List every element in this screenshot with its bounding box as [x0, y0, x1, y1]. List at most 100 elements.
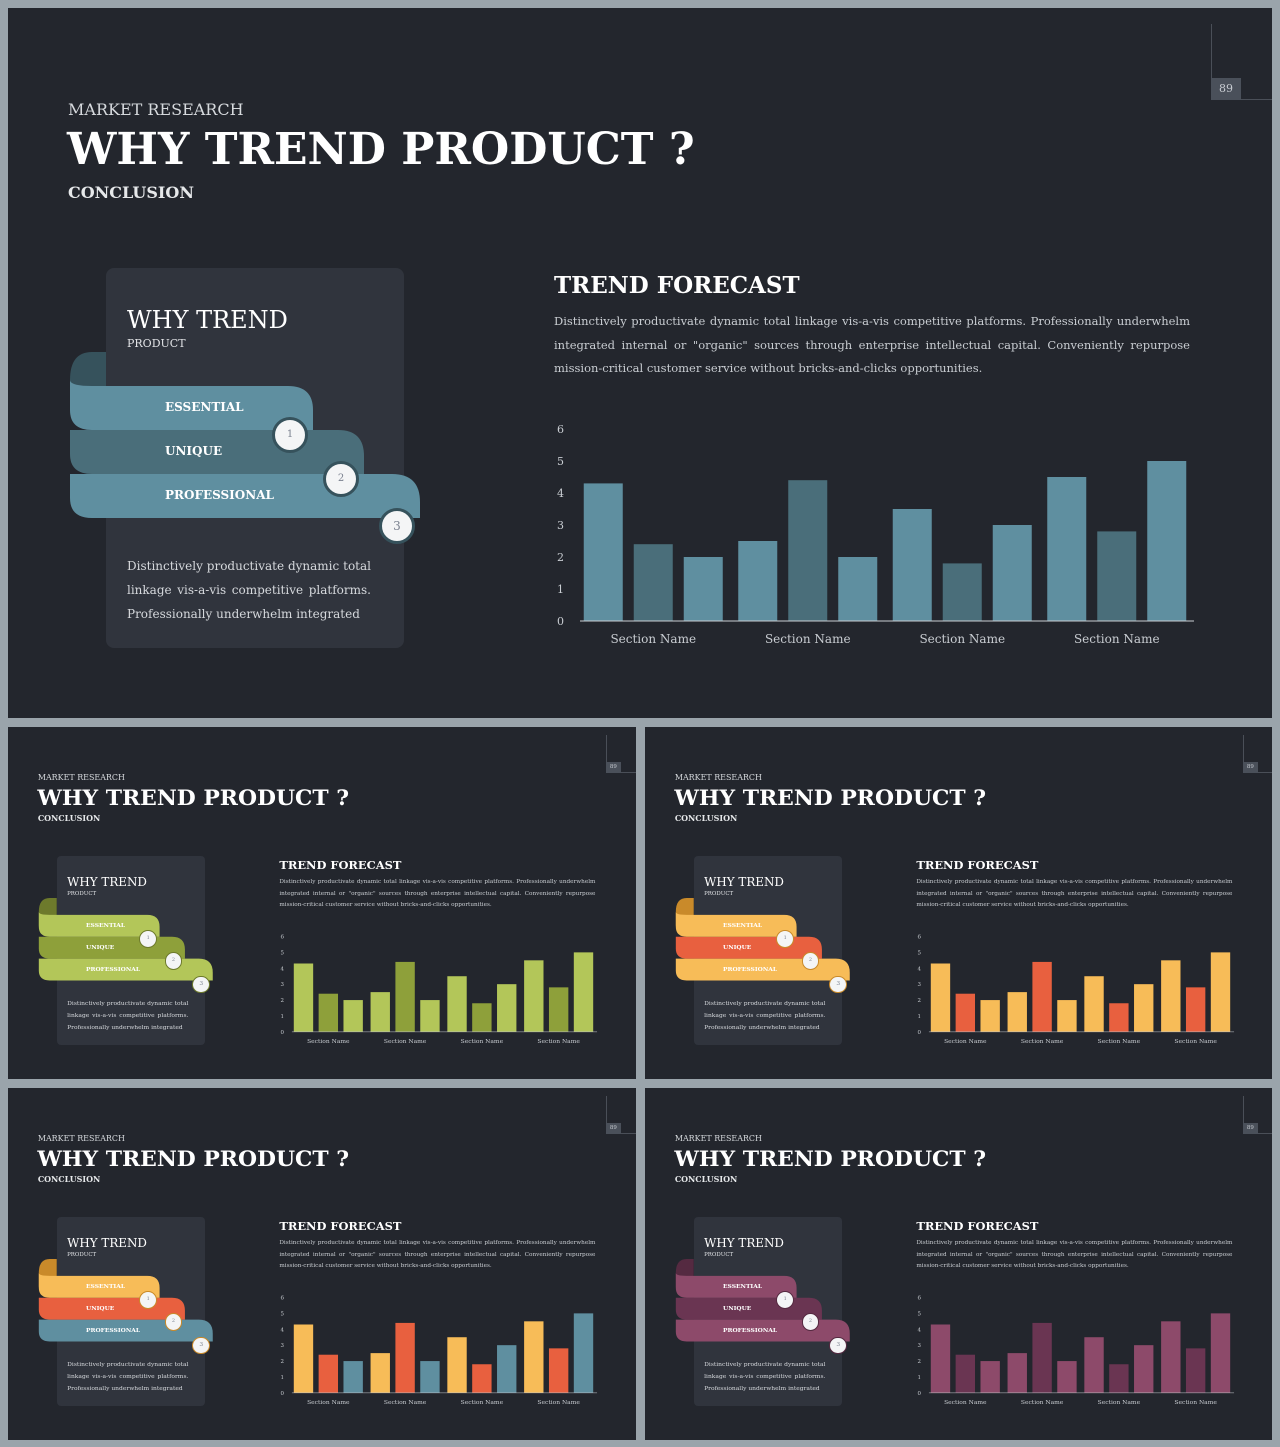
ribbon-essential: [38, 911, 160, 937]
ribbon-label-unique: UNIQUE: [165, 444, 223, 458]
corner-line-vertical: [605, 734, 607, 773]
ribbon-label-professional: PROFESSIONAL: [165, 488, 274, 502]
y-tick-label: 6: [557, 423, 564, 436]
ribbon-steps-graphic: [70, 352, 420, 518]
y-tick-label: 2: [281, 998, 284, 1004]
x-category-label: Section Name: [1021, 1038, 1064, 1045]
page-title: WHY TREND PRODUCT ?: [37, 784, 350, 811]
y-tick-label: 2: [918, 998, 921, 1004]
step-badge-1: 1: [139, 930, 158, 949]
x-category-label: Section Name: [1021, 1399, 1064, 1406]
bar: [1032, 1322, 1053, 1393]
corner-line-horizontal: [605, 772, 636, 774]
y-tick-label: 4: [281, 966, 285, 972]
bar-chart: 0 1 2 3 4 5 6 Section Name Section Name Section N…: [918, 1295, 1235, 1406]
ribbon-essential: [675, 1272, 797, 1298]
y-tick-label: 5: [281, 1311, 285, 1317]
bar: [343, 1360, 364, 1393]
bar-chart: 0 1 2 3 4 5 6 Section Name Section Name Section N…: [281, 934, 598, 1045]
card-title: WHY TREND: [67, 875, 147, 890]
x-category-label: Section Name: [610, 632, 696, 646]
y-tick-label: 4: [918, 966, 922, 972]
bar: [524, 960, 544, 1032]
ribbon-essential: [675, 911, 797, 937]
bar: [1186, 987, 1206, 1032]
bar-chart: 0 1 2 3 4 5 6 Section Name Section Name Section N…: [557, 423, 1194, 646]
ribbon-label-unique: UNIQUE: [86, 943, 115, 951]
card-title: WHY TREND: [704, 1236, 784, 1251]
bar: [1007, 991, 1028, 1032]
page-number: 89: [1242, 761, 1258, 773]
kicker-text: MARKET RESEARCH: [674, 772, 762, 782]
bar: [1134, 983, 1154, 1032]
x-category-label: Section Name: [944, 1038, 987, 1045]
x-category-label: Section Name: [384, 1038, 427, 1045]
x-category-label: Section Name: [1098, 1038, 1141, 1045]
y-tick-label: 0: [281, 1030, 285, 1036]
slide-main[interactable]: 89 MARKET RESEARCH WHY TREND PRODUCT ? C…: [8, 8, 1272, 718]
bar: [1109, 1364, 1129, 1393]
y-tick-label: 0: [918, 1030, 922, 1036]
page-subtitle: CONCLUSION: [37, 1174, 101, 1184]
page-subtitle: CONCLUSION: [674, 1174, 738, 1184]
slide-plum[interactable]: 89 MARKET RESEARCH WHY TREND PRODUCT ? C…: [645, 1088, 1272, 1440]
bar: [549, 1348, 569, 1393]
ribbon-label-essential: ESSENTIAL: [86, 921, 126, 929]
slide-mixed[interactable]: 89 MARKET RESEARCH WHY TREND PRODUCT ? C…: [8, 1088, 636, 1440]
step-badge-3: 3: [379, 508, 415, 544]
bar: [395, 1322, 416, 1393]
bar: [294, 963, 314, 1032]
ribbon-label-essential: ESSENTIAL: [723, 921, 763, 929]
step-badge-2: 2: [801, 1313, 820, 1332]
step-badge-2: 2: [164, 1313, 183, 1332]
step-badge-3: 3: [829, 975, 848, 994]
page-title: WHY TREND PRODUCT ?: [674, 1145, 987, 1172]
bar: [472, 1364, 492, 1393]
forecast-text: Distinctively productivate dynamic total…: [916, 1240, 1233, 1270]
x-category-label: Section Name: [1175, 1038, 1218, 1045]
page-subtitle: CONCLUSION: [674, 813, 738, 823]
x-category-label: Section Name: [944, 1399, 987, 1406]
corner-line-vertical: [1211, 24, 1212, 99]
bar: [1084, 1336, 1105, 1393]
y-tick-label: 0: [557, 615, 564, 628]
slide-green[interactable]: 89 MARKET RESEARCH WHY TREND PRODUCT ? C…: [8, 727, 636, 1079]
card-description: Distinctively productivate dynamic total…: [704, 1361, 826, 1393]
forecast-title: TREND FORECAST: [916, 1219, 1039, 1234]
card-description: Distinctively productivate dynamic total…: [67, 1000, 189, 1032]
bar: [1047, 477, 1087, 621]
bar: [931, 963, 951, 1032]
y-tick-label: 0: [918, 1391, 922, 1397]
bar: [1007, 1352, 1028, 1393]
card-subtitle: PRODUCT: [127, 337, 186, 350]
y-tick-label: 3: [918, 982, 922, 988]
bar: [1084, 975, 1105, 1032]
card-description: Distinctively productivate dynamic total…: [704, 1000, 826, 1032]
slide-orange[interactable]: 89 MARKET RESEARCH WHY TREND PRODUCT ? C…: [645, 727, 1272, 1079]
kicker-text: MARKET RESEARCH: [68, 100, 244, 119]
card-subtitle: PRODUCT: [704, 1251, 734, 1258]
bar: [1097, 531, 1137, 621]
bar: [549, 987, 569, 1032]
bar: [1161, 1321, 1181, 1393]
corner-line-horizontal: [605, 1133, 636, 1135]
ribbon-label-essential: ESSENTIAL: [723, 1282, 763, 1290]
forecast-text: Distinctively productivate dynamic total…: [554, 314, 1190, 375]
bar: [942, 563, 982, 621]
y-tick-label: 1: [918, 1375, 921, 1381]
y-tick-label: 5: [557, 455, 564, 468]
page-number: 89: [1242, 1122, 1258, 1134]
page-title: WHY TREND PRODUCT ?: [67, 124, 695, 175]
corner-line-vertical: [605, 1095, 607, 1134]
y-tick-label: 4: [281, 1327, 285, 1333]
ribbon-label-professional: PROFESSIONAL: [86, 1326, 141, 1334]
bar: [343, 999, 364, 1032]
step-badge-3: 3: [192, 975, 211, 994]
ribbon-essential: [38, 1272, 160, 1298]
y-tick-label: 1: [918, 1014, 921, 1020]
bar: [738, 541, 778, 621]
x-category-label: Section Name: [307, 1399, 350, 1406]
y-tick-label: 6: [281, 1295, 285, 1301]
page-subtitle: CONCLUSION: [37, 813, 101, 823]
bar: [956, 993, 976, 1032]
